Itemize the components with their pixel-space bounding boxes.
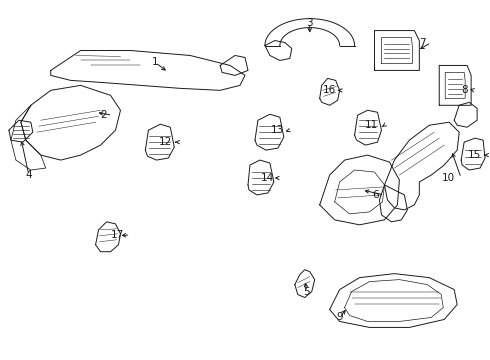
Text: 1: 1 (152, 58, 159, 67)
Text: 10: 10 (442, 173, 455, 183)
Text: 3: 3 (306, 18, 313, 28)
Text: 8: 8 (462, 85, 468, 95)
Text: 5: 5 (303, 287, 310, 297)
Text: 13: 13 (270, 125, 284, 135)
Text: 6: 6 (372, 190, 378, 200)
Text: 7: 7 (418, 37, 425, 48)
Text: 4: 4 (25, 170, 32, 180)
Text: 14: 14 (261, 173, 274, 183)
Text: 9: 9 (336, 312, 343, 323)
Text: 2: 2 (100, 110, 106, 120)
Text: 12: 12 (159, 137, 172, 147)
Text: 15: 15 (468, 150, 481, 160)
Text: 16: 16 (322, 85, 336, 95)
Text: 11: 11 (365, 120, 378, 130)
Text: 17: 17 (111, 230, 124, 240)
